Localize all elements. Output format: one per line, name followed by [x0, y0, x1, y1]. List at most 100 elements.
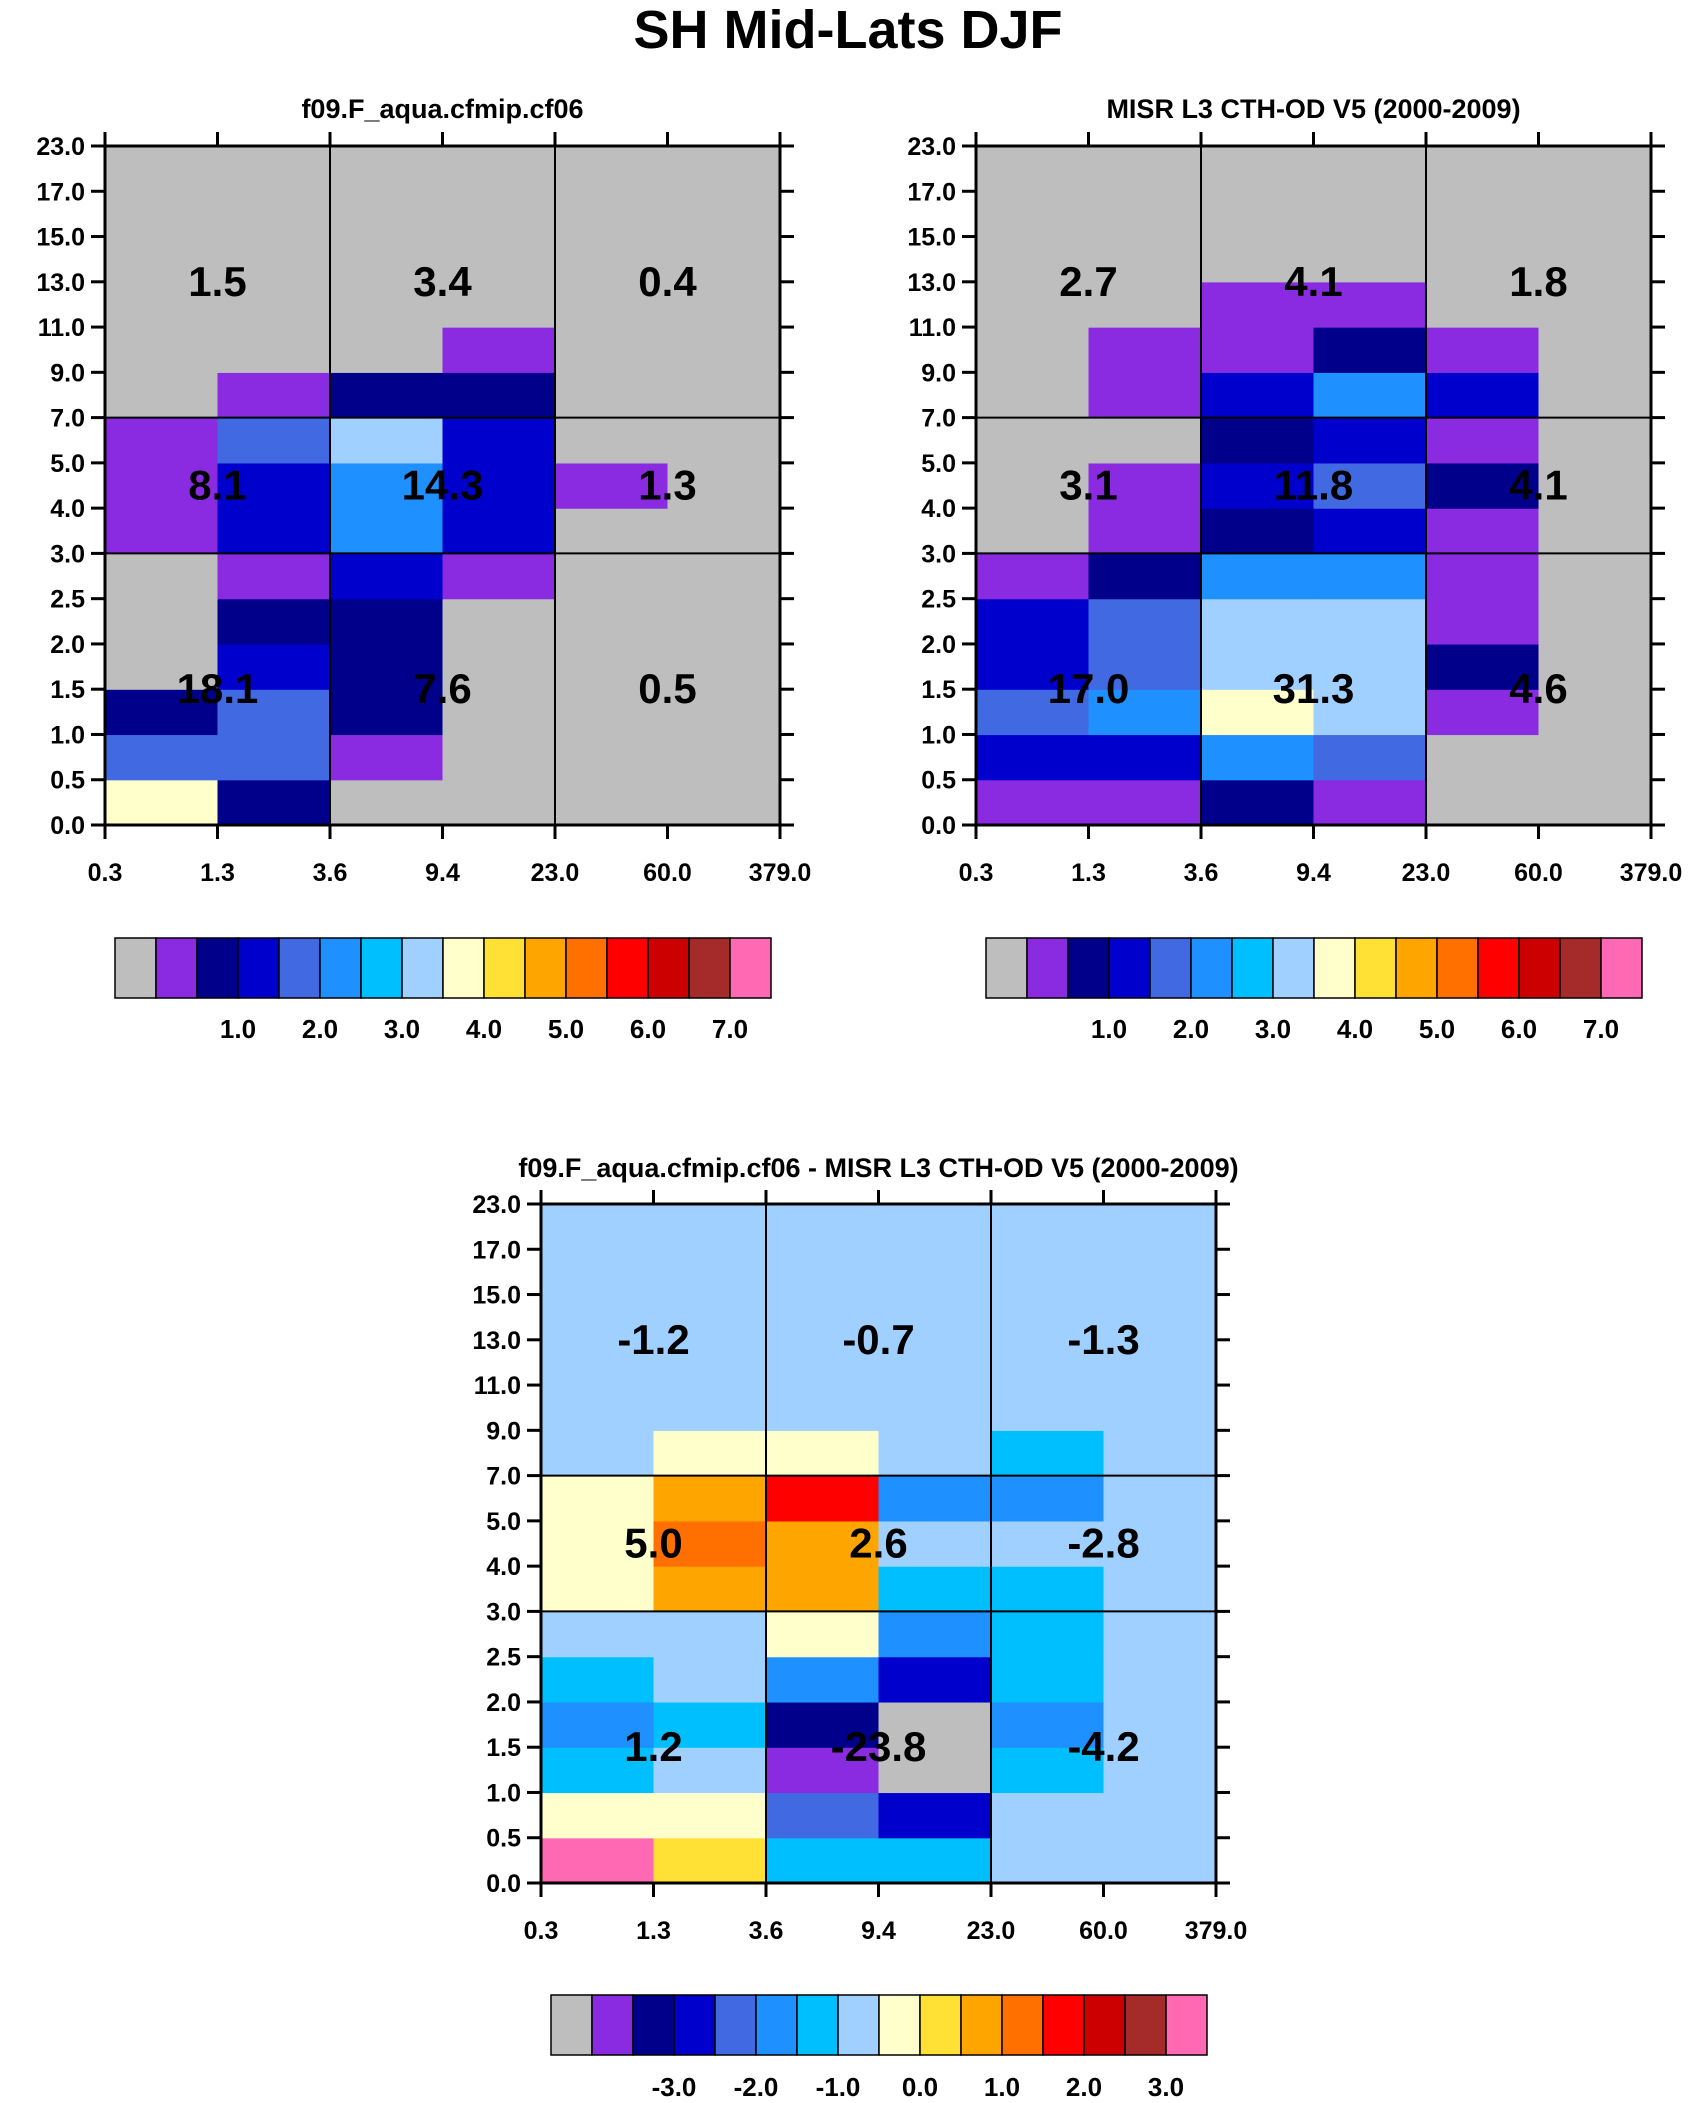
heatmap-cell — [1201, 462, 1315, 509]
heatmap-cell — [105, 372, 219, 419]
heatmap-cell — [1426, 236, 1540, 283]
heatmap-cell — [330, 553, 444, 600]
y-tick-label: 2.5 — [921, 586, 956, 614]
heatmap-cell — [1313, 598, 1427, 645]
summary-value: -2.8 — [1067, 1520, 1139, 1567]
heatmap-cell — [555, 734, 669, 781]
heatmap-cell — [1201, 779, 1315, 826]
heatmap-cell — [653, 1837, 767, 1884]
heatmap-cell — [976, 372, 1090, 419]
heatmap-cell — [1088, 508, 1202, 554]
heatmap-cell — [1088, 191, 1202, 238]
heatmap-cell — [878, 1701, 992, 1748]
colorbar-label: 7.0 — [1583, 1014, 1619, 1044]
heatmap-cell — [105, 462, 219, 509]
heatmap-cell — [1201, 734, 1315, 781]
heatmap-cell — [976, 689, 1090, 736]
heatmap-cell — [991, 1792, 1105, 1839]
panel-title: f09.F_aqua.cfmip.cf06 - MISR L3 CTH-OD V… — [518, 1153, 1238, 1183]
summary-value: 0.5 — [638, 665, 696, 712]
colorbar-label: 2.0 — [1173, 1014, 1209, 1044]
colorbar-swatch — [442, 937, 485, 999]
heatmap-cell — [878, 1249, 992, 1296]
heatmap-cell — [442, 462, 556, 509]
heatmap-cell — [541, 1837, 655, 1884]
colorbar-swatch — [1272, 937, 1315, 999]
heatmap-cell — [442, 779, 556, 826]
y-tick-label: 5.0 — [50, 450, 85, 478]
heatmap-cell — [1426, 734, 1540, 781]
y-tick-label: 5.0 — [921, 450, 956, 478]
heatmap-cell — [653, 1656, 767, 1703]
heatmap-cell — [766, 1566, 880, 1612]
heatmap-cell — [1426, 779, 1540, 826]
heatmap-cell — [555, 553, 669, 600]
colorbar-swatch — [1042, 1994, 1085, 2056]
heatmap-cell — [653, 1475, 767, 1522]
y-tick-label: 1.5 — [921, 676, 956, 704]
y-tick-label: 13.0 — [472, 1327, 521, 1355]
heatmap-cell — [667, 327, 781, 373]
heatmap-cell — [667, 779, 781, 826]
heatmap-cell — [878, 1475, 992, 1522]
heatmap-cell — [555, 281, 669, 328]
heatmap-cell — [1426, 417, 1540, 464]
heatmap-cell — [1426, 508, 1540, 554]
heatmap-cell — [976, 191, 1090, 238]
heatmap-cell — [766, 1656, 880, 1703]
y-tick-label: 23.0 — [36, 133, 85, 161]
y-tick-label: 2.0 — [921, 631, 956, 659]
heatmap-cell — [1103, 1566, 1217, 1612]
colorbar-label: 4.0 — [466, 1014, 502, 1044]
x-tick-label: 379.0 — [749, 859, 812, 887]
heatmap-cell — [1313, 508, 1427, 554]
heatmap-cell — [1538, 779, 1652, 826]
heatmap-cell — [667, 462, 781, 509]
colorbar-swatch — [483, 937, 526, 999]
heatmap-cell — [541, 1430, 655, 1477]
y-tick-label: 3.0 — [921, 540, 956, 568]
colorbar-label: 4.0 — [1337, 1014, 1373, 1044]
heatmap-cell — [991, 1611, 1105, 1658]
heatmap-cell — [1088, 236, 1202, 283]
heatmap-cell — [217, 372, 331, 419]
heatmap-cell — [1088, 643, 1202, 690]
heatmap-cell — [330, 372, 444, 419]
summary-value: 17.0 — [1048, 665, 1130, 712]
heatmap-cell — [1201, 327, 1315, 373]
heatmap-cell — [1088, 734, 1202, 781]
y-tick-label: 1.5 — [50, 676, 85, 704]
heatmap-cell — [1103, 1747, 1217, 1794]
x-tick-label: 0.3 — [524, 1917, 559, 1945]
heatmap-cell — [541, 1294, 655, 1341]
y-tick-label: 0.0 — [486, 1870, 521, 1898]
y-tick-label: 1.5 — [486, 1734, 521, 1762]
colorbar-swatch — [1108, 937, 1151, 999]
heatmap-cell — [217, 191, 331, 238]
heatmap-cell — [330, 417, 444, 464]
summary-value: 7.6 — [413, 665, 471, 712]
heatmap-cell — [1426, 598, 1540, 645]
heatmap-cell — [442, 734, 556, 781]
heatmap-cell — [105, 779, 219, 826]
heatmap-cell — [1313, 281, 1427, 328]
colorbar-swatch — [401, 937, 444, 999]
summary-value: 4.6 — [1509, 665, 1567, 712]
x-tick-label: 0.3 — [88, 859, 123, 887]
colorbar-label: -1.0 — [816, 2072, 861, 2102]
heatmap-cell — [1201, 236, 1315, 283]
heatmap-cell — [1201, 598, 1315, 645]
heatmap-cell — [1426, 327, 1540, 373]
heatmap-cell — [330, 734, 444, 781]
heatmap-cell — [1313, 779, 1427, 826]
summary-value: 3.4 — [413, 258, 472, 305]
heatmap-cell — [1201, 643, 1315, 690]
heatmap-cell — [667, 598, 781, 645]
heatmap-cell — [105, 643, 219, 690]
heatmap-cell — [105, 417, 219, 464]
colorbar-swatch — [565, 937, 608, 999]
x-tick-label: 3.6 — [1184, 859, 1219, 887]
heatmap-cell — [555, 643, 669, 690]
heatmap-cell — [878, 1792, 992, 1839]
summary-value: 4.1 — [1284, 258, 1342, 305]
